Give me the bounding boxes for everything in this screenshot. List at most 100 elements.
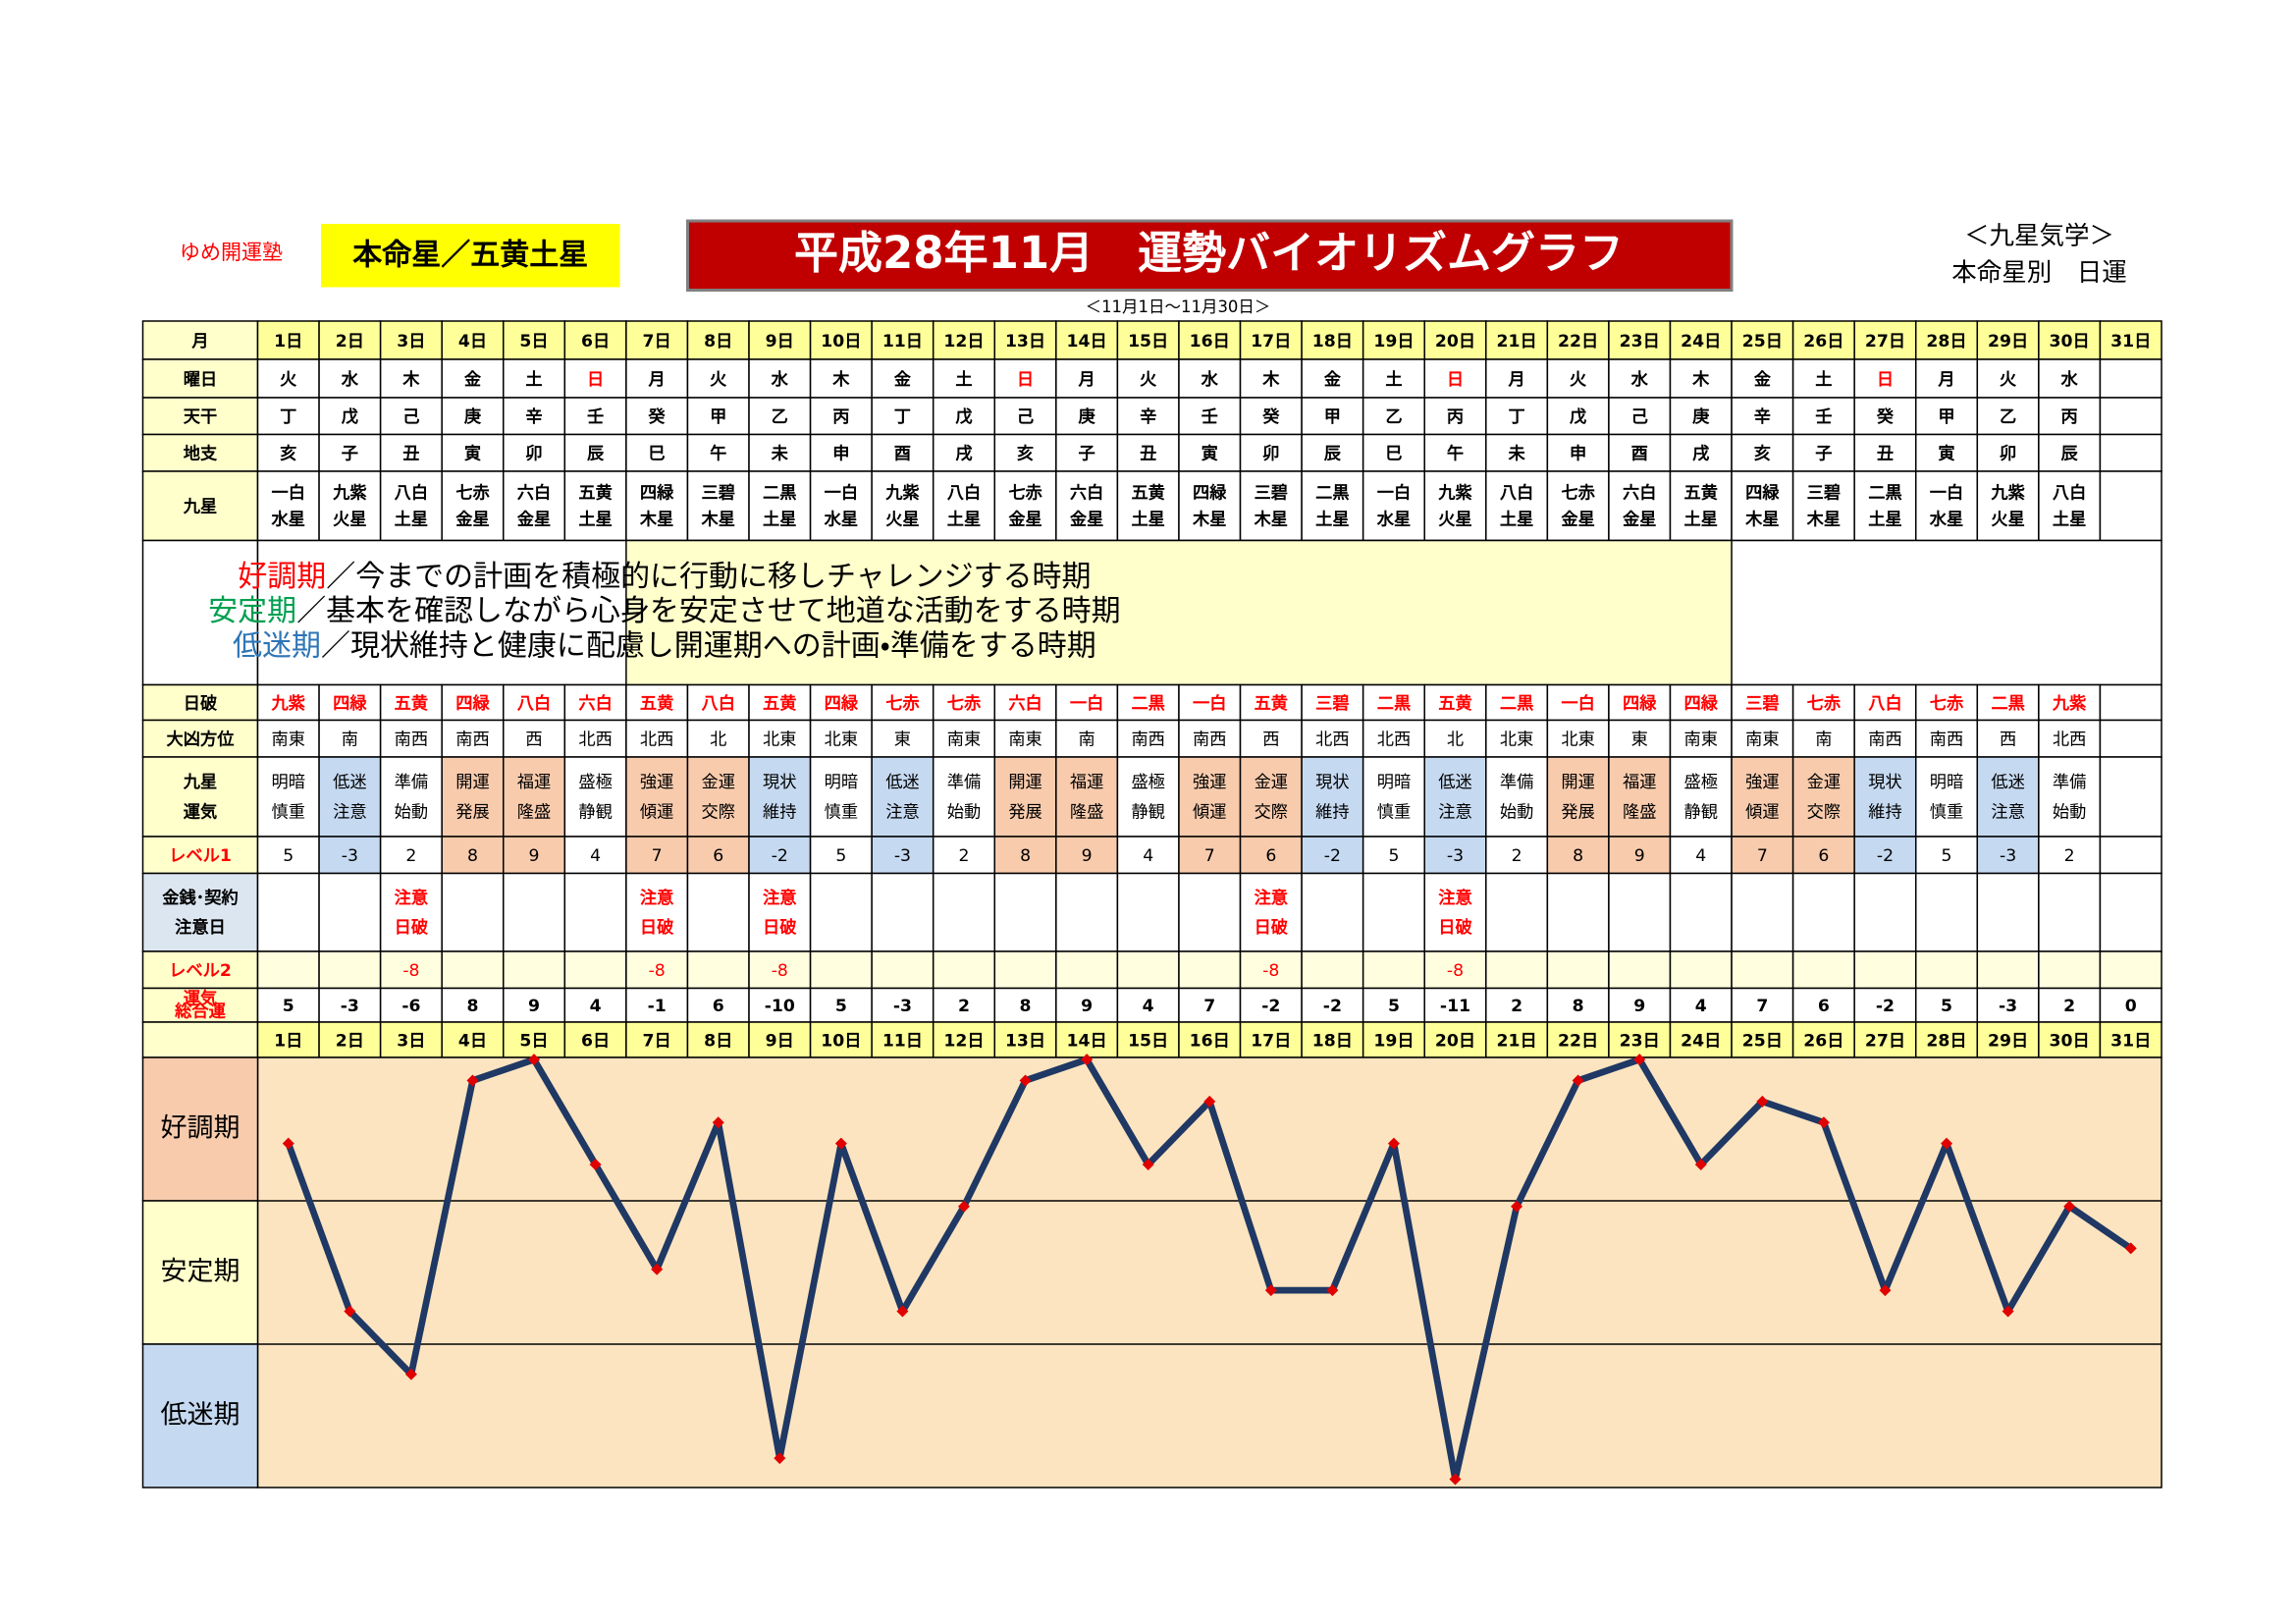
total-cell: 7 [1756,997,1768,1016]
weekday-cell: 月 [1507,370,1524,390]
cell [563,719,627,758]
star-cell: 金星 [1008,509,1041,529]
days-cell: 3日 [397,332,425,352]
row-label-cell [141,872,259,952]
level1-cell: 5 [283,846,294,866]
cell [503,358,566,399]
star-cell: 六白 [1070,483,1103,504]
star-cell: 土星 [395,509,428,529]
direction-cell: 北西 [2053,731,2086,750]
hakai-cell: 二黒 [1500,694,1533,714]
weekday-cell: 水 [2060,369,2079,390]
fortune-cell: 慎重 [1377,803,1411,823]
shi-cell: 寅 [1201,444,1218,464]
total-cell: 5 [835,997,847,1016]
days-cell: 26日 [1803,1031,1843,1051]
cell [1914,397,1979,436]
weekday-cell: 水 [1630,369,1649,390]
band-label: 低迷期 [161,1399,240,1430]
weekday-cell: 金 [894,369,912,390]
star-cell: 土星 [2053,509,2086,529]
weekday-cell: 火 [2000,370,2016,390]
fortune-cell: 交際 [1807,803,1841,823]
kan-cell: 庚 [463,406,482,427]
days-cell: 7日 [643,1031,671,1051]
total-cell: 6 [1818,997,1830,1016]
star-cell: 火星 [333,510,366,529]
days-cell: 31日 [2110,1031,2151,1051]
cell [748,950,812,990]
cell [563,872,627,952]
cell [1423,397,1487,436]
cell [993,719,1057,758]
total-cell: 9 [528,997,540,1016]
cell [2099,1021,2163,1058]
data-point [712,1116,724,1129]
weekday-cell: 木 [1261,369,1280,390]
cell [1853,683,1917,722]
fortune-cell: 維持 [1315,803,1349,823]
hakai-cell: 七赤 [1807,693,1842,714]
cell [563,470,627,542]
shi-cell: 午 [710,444,726,464]
total-cell: 9 [1633,997,1645,1016]
total-cell: -2 [1261,997,1280,1016]
cell [932,320,996,360]
level1-cell: 6 [1818,846,1829,866]
kan-cell: 壬 [1815,407,1832,427]
cell [1669,1021,1733,1058]
weekday-cell: 金 [1754,369,1772,390]
kan-cell: 丁 [280,407,296,427]
cell [1853,1021,1917,1058]
shi-cell: 子 [1815,445,1832,464]
total-cell: 6 [713,997,724,1016]
cell [1055,358,1119,399]
fortune-cell: 盛極 [1684,773,1718,792]
row-label: 天干 [184,407,217,427]
cell [318,433,382,472]
shi-cell: 子 [1079,445,1095,464]
cell [2099,719,2163,758]
row-label-cell [141,836,259,875]
cell [1301,470,1364,542]
shi-cell: 亥 [1754,445,1771,464]
fortune-cell: 強運 [640,773,673,792]
cell [1055,987,1119,1023]
cell [1546,836,1610,875]
days-cell: 15日 [1128,332,1168,352]
star-cell: 八白 [1500,483,1533,504]
hakai-cell: 四緑 [455,693,490,714]
cell [1239,358,1303,399]
fortune-cell: 低迷 [1438,773,1471,792]
cell [1301,950,1364,990]
cell [993,872,1057,952]
data-point [2124,1242,2137,1255]
cell [318,987,382,1023]
fortune-cell: 準備 [947,773,981,792]
cell [748,1021,812,1058]
weekday-cell: 火 [280,370,296,390]
cell [1914,320,1979,360]
data-point [404,1368,417,1380]
star-cell: 二黒 [763,484,796,504]
fortune-cell: 福運 [1070,773,1103,792]
shi-cell: 申 [1570,444,1586,464]
weekday-cell: 水 [771,369,789,390]
cell [2099,683,2163,722]
fortune-cell: 準備 [395,773,428,792]
data-point [957,1200,970,1213]
total-cell: 4 [1143,997,1154,1016]
days-cell: 14日 [1067,1031,1107,1051]
cell [748,872,812,952]
total-cell: 8 [1020,997,1032,1016]
kan-cell: 乙 [2000,407,2016,427]
data-point [2002,1305,2014,1318]
school: ゆめ開運塾 [180,241,283,264]
data-point [774,1452,786,1465]
total-cell: 5 [283,997,294,1016]
star-cell: 火星 [1991,510,2024,529]
cell [503,987,566,1023]
hakai-cell: 二黒 [1991,694,2024,714]
fortune-cell: 発展 [1008,803,1041,823]
band-label: 安定期 [161,1256,240,1286]
